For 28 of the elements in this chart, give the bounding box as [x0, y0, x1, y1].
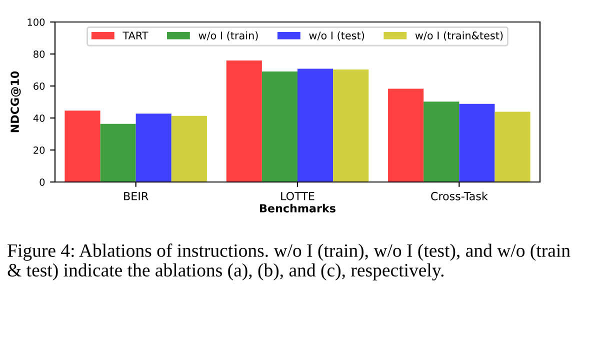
x-tick-label: LOTTE [281, 192, 314, 200]
x-tick-label: BEIR [124, 192, 148, 200]
bar [459, 104, 495, 182]
bar [64, 110, 100, 182]
bar [333, 70, 369, 182]
bar [262, 71, 298, 182]
bar [100, 124, 136, 182]
caption: Figure 4: Ablations of instructions. w/o I (train), w/o I (test), and w/o (train & test) indicate the ablations (a), (b), and (c), respectively. [8, 244, 570, 280]
bar [226, 60, 262, 182]
y-tick-label: 60 [34, 82, 45, 90]
bar [298, 68, 334, 182]
legend-label: w/o I (test) [309, 31, 364, 41]
x-tick-label: Cross-Task [431, 192, 488, 200]
y-tick-label: 40 [33, 114, 45, 122]
x-axis-title: Benchmarks [260, 204, 336, 212]
legend-label: w/o I (train&test) [415, 31, 503, 41]
y-axis-title: NDCG@10 [10, 71, 21, 132]
bar [136, 114, 172, 182]
bar [171, 116, 207, 182]
bar [494, 112, 530, 182]
y-tick-label: 0 [40, 178, 45, 186]
y-tick-label: 100 [28, 18, 45, 26]
y-tick-label: 80 [34, 50, 45, 58]
y-tick-label: 20 [34, 146, 45, 154]
legend-label: w/o I (train) [198, 31, 258, 41]
legend-label: TART [122, 32, 148, 40]
bar [424, 102, 460, 182]
bar [388, 88, 424, 182]
